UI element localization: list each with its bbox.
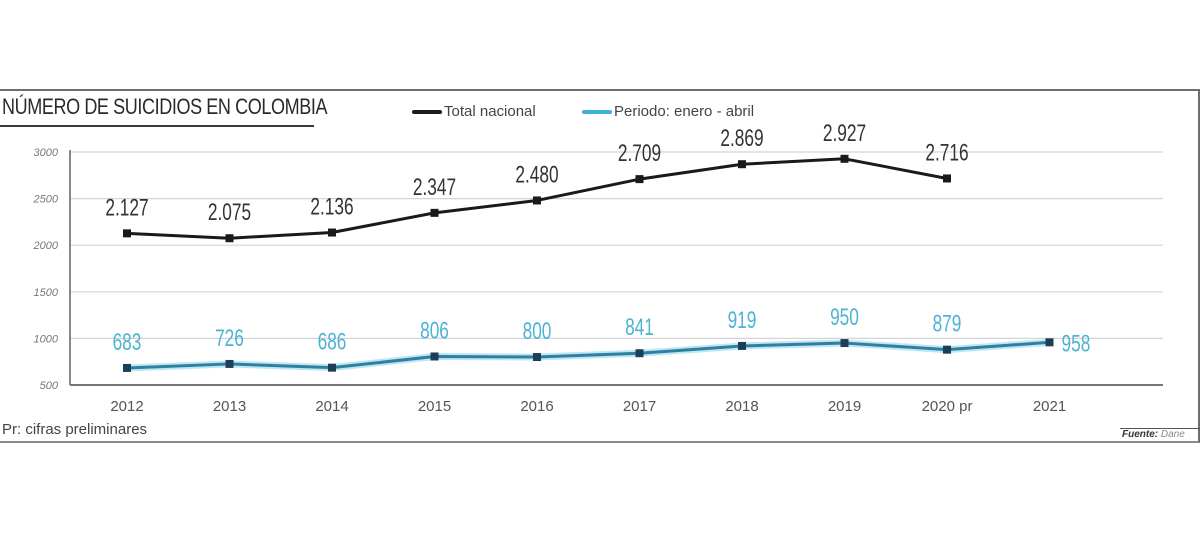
data-point-marker: [943, 345, 951, 354]
legend-item-periodo: Periodo: enero - abril: [582, 103, 754, 120]
title-underline: [0, 125, 314, 127]
data-label: 950: [830, 304, 859, 330]
series-line-periodo: [126, 340, 1050, 370]
data-point-marker: [225, 359, 234, 368]
y-tick-label: 2500: [33, 194, 59, 206]
legend-swatch-blue: [582, 109, 612, 114]
data-point-marker: [123, 229, 131, 238]
y-tick-label: 1500: [34, 287, 59, 299]
data-point-marker: [635, 175, 644, 184]
data-point-marker: [533, 353, 541, 362]
data-label: 683: [113, 329, 142, 355]
legend-label: Total nacional: [444, 103, 536, 120]
x-tick-label: 2012: [110, 398, 143, 415]
series-group: [123, 154, 1054, 372]
x-tick-labels: 2012 2013 2014 2015 2016 2017 2018 2019 2020 pr 2…: [110, 398, 1066, 415]
data-point-marker: [328, 228, 336, 237]
x-tick-label: 2013: [213, 398, 246, 415]
y-tick-label: 500: [40, 380, 59, 392]
data-labels: 2.127 2.075 2.136 2.347 2.480 2.709 2.869 2.927…: [105, 120, 1090, 357]
gridlines: [70, 151, 1163, 339]
x-tick-label: 2019: [828, 398, 861, 415]
legend-item-total-nacional: Total nacional: [412, 103, 536, 120]
chart-title: NÚMERO DE SUICIDIOS EN COLOMBIA: [2, 94, 328, 119]
data-point-marker: [430, 352, 439, 361]
footnote-preliminary: Pr: cifras preliminares: [2, 421, 148, 438]
data-point-marker: [430, 208, 439, 217]
source-credit: Fuente: Dane: [1120, 428, 1200, 442]
legend-swatch-black: [412, 109, 442, 114]
data-point-marker: [840, 154, 849, 163]
data-point-marker: [1045, 338, 1054, 347]
data-label: 841: [625, 315, 654, 341]
data-point-marker: [738, 160, 746, 169]
data-label: 2.347: [413, 174, 456, 200]
data-label: 919: [728, 307, 757, 333]
data-label: 726: [215, 325, 244, 351]
data-label: 2.127: [105, 195, 148, 221]
data-point-marker: [738, 341, 746, 350]
y-tick-label: 1000: [34, 333, 59, 345]
x-tick-label: 2020 pr: [922, 398, 973, 415]
data-label: 2.075: [208, 200, 251, 226]
x-tick-label: 2015: [418, 398, 451, 415]
data-point-marker: [225, 234, 234, 243]
data-point-marker: [635, 349, 644, 358]
data-label: 2.869: [720, 126, 763, 152]
data-point-marker: [533, 196, 541, 205]
data-label: 806: [420, 318, 449, 344]
x-tick-label: 2014: [315, 398, 348, 415]
y-tick-label: 3000: [34, 147, 59, 159]
data-label: 2.136: [310, 194, 353, 220]
y-tick-label: 2000: [33, 240, 59, 252]
x-tick-label: 2016: [520, 398, 553, 415]
chart-frame: [0, 89, 1200, 443]
source-value: Dane: [1160, 429, 1185, 440]
data-label: 2.716: [925, 140, 968, 166]
x-tick-label: 2021: [1033, 398, 1066, 415]
data-label: 800: [523, 318, 552, 344]
data-point-marker: [840, 339, 849, 348]
data-label: 2.709: [618, 140, 661, 166]
source-label: Fuente:: [1122, 429, 1159, 440]
data-label: 958: [1062, 331, 1091, 357]
x-tick-label: 2018: [725, 398, 758, 415]
data-point-marker: [328, 363, 336, 372]
data-label: 2.927: [823, 120, 866, 146]
data-point-marker: [123, 363, 131, 372]
legend-label: Periodo: enero - abril: [614, 103, 755, 120]
data-point-marker: [943, 174, 951, 183]
y-tick-labels: 500 1000 1500 2000 2500 3000: [33, 147, 59, 392]
data-label: 2.480: [515, 162, 558, 188]
data-label: 686: [318, 329, 347, 355]
x-tick-label: 2017: [623, 398, 656, 415]
axes: [69, 150, 1163, 386]
data-label: 879: [933, 311, 962, 337]
